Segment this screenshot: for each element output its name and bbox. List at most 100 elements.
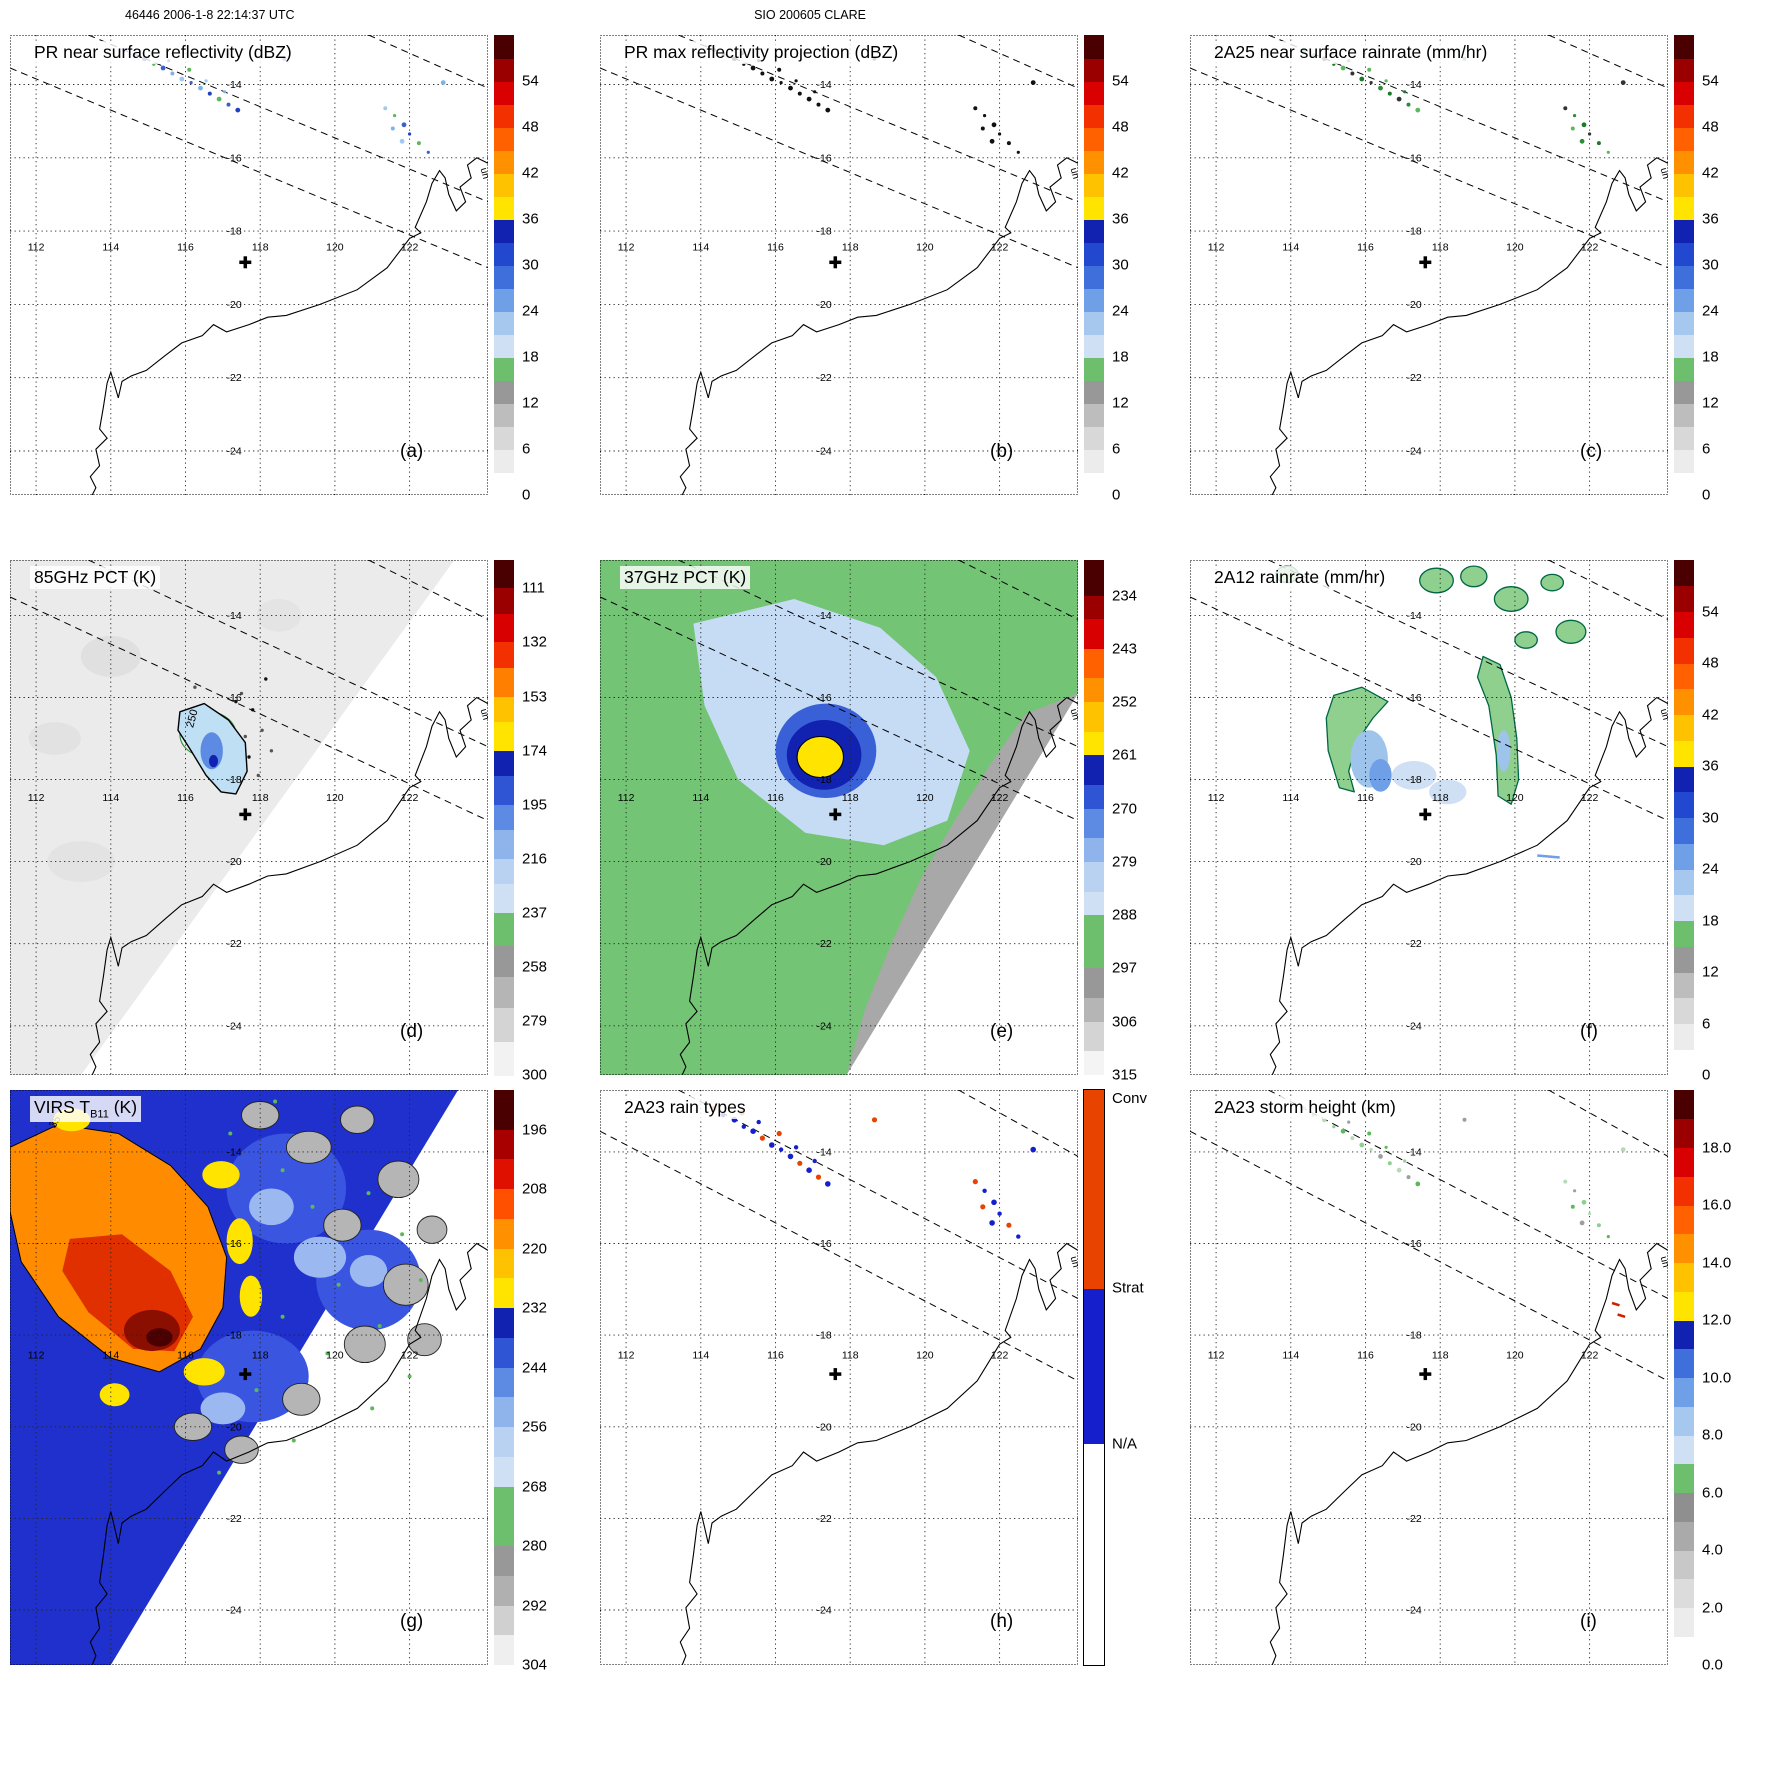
panel-letter: (i) <box>1580 1611 1597 1632</box>
colorbar-segment <box>1674 58 1694 82</box>
colorbar-tick-label: 42 <box>522 164 539 182</box>
longitude-label: 120 <box>1506 242 1524 254</box>
swath-edge-lines <box>10 35 488 269</box>
colorbar-segment <box>494 219 514 243</box>
panel-a: PR near surface reflectivity (dBZ) un 112 1… <box>10 35 590 515</box>
colorbar: 111 132 153 174 195 216 237 258 279 300 <box>494 560 547 1084</box>
colorbar: 54 48 42 36 30 24 18 12 6 0 <box>494 35 539 504</box>
longitude-label: 120 <box>326 1349 344 1361</box>
longitude-label: 116 <box>177 1349 194 1361</box>
colorbar-segment <box>1674 1291 1694 1321</box>
colorbar-tick-label: 0 <box>1112 486 1121 504</box>
latitude-label: -16 <box>817 152 832 164</box>
colorbar-segment <box>1084 1443 1104 1666</box>
colorbar-segment <box>494 173 514 197</box>
colorbar-tick-label: N/A <box>1112 1435 1138 1453</box>
panel-title: 37GHz PCT (K) <box>620 566 751 589</box>
colorbar-segment <box>494 588 514 615</box>
colorbar-tick-label: 18 <box>1112 348 1129 366</box>
colorbar-segment <box>494 426 514 450</box>
colorbar-segment <box>494 750 514 777</box>
storm-center-marker <box>239 808 252 821</box>
colorbar-segment <box>1084 998 1104 1023</box>
colorbar-tick-label: 195 <box>522 796 548 814</box>
latitude-label: -20 <box>817 856 832 868</box>
colorbar-segment <box>1084 472 1104 496</box>
colorbar-segment <box>1674 766 1694 793</box>
coastline <box>679 696 1078 1075</box>
panel-letter: (h) <box>990 1611 1013 1632</box>
colorbar-tick-label: 288 <box>1112 906 1138 924</box>
colorbar-segment <box>1084 678 1104 703</box>
colorbar-segment <box>1674 688 1694 716</box>
colorbar-segment <box>1674 1578 1694 1609</box>
colorbar-segment <box>1084 755 1104 786</box>
latitude-label: -18 <box>1407 774 1422 786</box>
colorbar-tick-label: 2.0 <box>1702 1599 1723 1616</box>
colorbar-segment <box>494 1397 514 1428</box>
longitude-label: 112 <box>1208 792 1225 804</box>
swath-annotation: un <box>1068 167 1078 181</box>
colorbar-tick-label: 268 <box>522 1478 548 1496</box>
colorbar-segment <box>1084 58 1104 82</box>
colorbar-segment <box>494 472 514 496</box>
storm-center-marker <box>1419 808 1432 821</box>
panel-title: 2A23 storm height (km) <box>1210 1096 1400 1119</box>
map-canvas: un 112 114 116 118 120 122 -14 -16 -18 -20 -22 -24 (e… <box>600 560 1078 1075</box>
longitude-label: 116 <box>767 792 784 804</box>
colorbar-tick-label: 132 <box>522 633 548 651</box>
panel-title: PR max reflectivity projection (dBZ) <box>620 41 903 64</box>
longitude-label: 122 <box>1581 1349 1599 1361</box>
colorbar-segment <box>1084 1051 1104 1076</box>
colorbar-segment <box>1674 894 1694 922</box>
colorbar-segment <box>1674 1636 1694 1666</box>
colorbar-tick-label: 54 <box>1702 72 1719 90</box>
longitude-label: 112 <box>1208 242 1225 254</box>
latitude-label: -22 <box>1407 1513 1422 1525</box>
longitude-label: 122 <box>401 242 419 254</box>
colorbar-segment <box>1674 1607 1694 1637</box>
colorbar-segment <box>494 1218 514 1250</box>
longitude-label: 120 <box>916 242 934 254</box>
colorbar-segment <box>1084 808 1104 839</box>
colorbar-tick-label: 261 <box>1112 746 1138 764</box>
colorbar-tick-label: 315 <box>1112 1066 1138 1084</box>
latitude-label: -20 <box>227 856 242 868</box>
colorbar-tick-label: 111 <box>522 579 545 597</box>
latitude-label: -22 <box>817 372 832 384</box>
colorbar-tick-label: Conv <box>1112 1090 1148 1107</box>
coastline <box>1269 696 1668 1075</box>
grid-lines <box>10 35 488 495</box>
colorbar-segment <box>494 830 514 860</box>
latitude-label: -14 <box>817 1146 832 1158</box>
panel-letter: (e) <box>990 1021 1013 1042</box>
colorbar-segment <box>1674 219 1694 243</box>
longitude-label: 118 <box>842 242 859 254</box>
colorbar-segment <box>494 884 514 914</box>
latitude-label: -24 <box>817 446 832 458</box>
panel-title-subscript: B11 <box>90 1108 109 1121</box>
colorbar-tick-label: 16.0 <box>1702 1196 1732 1214</box>
colorbar-segment <box>1084 861 1104 892</box>
colorbar-tick-label: 6 <box>522 440 531 458</box>
colorbar-segment <box>1674 740 1694 767</box>
panel-d: 85GHz PCT (K) un 112 114 116 118 120 122 -14 -16 -… <box>10 560 590 1095</box>
longitude-label: 120 <box>1506 1349 1524 1361</box>
colorbar-segment <box>1674 1090 1694 1120</box>
colorbar: 54 48 42 36 30 24 18 12 6 0 <box>1674 35 1719 504</box>
colorbar-segment <box>1674 265 1694 289</box>
map-canvas: 112 114 116 118 120 122-14-16-18-20-22-2435(g… <box>10 1090 488 1665</box>
longitude-label: 116 <box>1357 1349 1374 1361</box>
swath-annotation: un <box>478 167 488 181</box>
colorbar-tick-label: 36 <box>1702 757 1719 775</box>
swath-edge-lines <box>1190 560 1668 822</box>
colorbar-segment <box>494 127 514 151</box>
colorbar-tick-label: 30 <box>1702 809 1719 826</box>
colorbar-segment <box>1084 403 1104 427</box>
panel-letter: (b) <box>990 441 1013 462</box>
colorbar-segment <box>1674 997 1694 1025</box>
colorbar-segment <box>1084 595 1104 620</box>
colorbar-tick-label: 244 <box>522 1359 548 1377</box>
colorbar-segment <box>1084 915 1104 969</box>
